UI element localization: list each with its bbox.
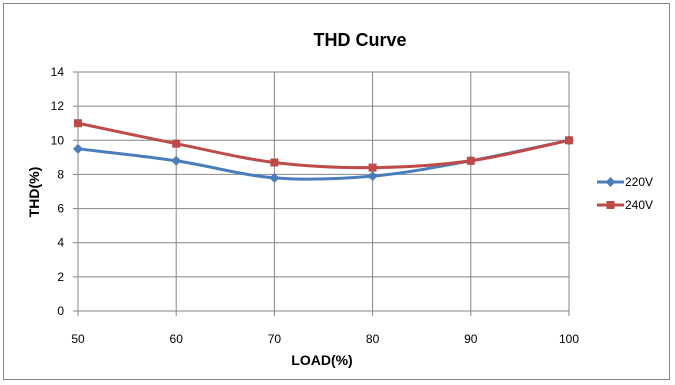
- series-line-220v: [77, 138, 570, 181]
- series-group: [73, 119, 574, 183]
- legend-item-240v: 240V: [597, 198, 653, 212]
- data-point-240v: [270, 158, 279, 167]
- legend: 220V 240V: [597, 175, 653, 212]
- y-tick-label: 8: [57, 167, 64, 181]
- y-tick-label: 2: [57, 270, 64, 284]
- x-tick-label: 100: [559, 332, 579, 346]
- series-line-240v: [77, 121, 570, 170]
- x-tick-label: 50: [71, 332, 85, 346]
- x-axis-title: LOAD(%): [291, 352, 352, 368]
- grid: [77, 71, 570, 312]
- data-point-220v: [171, 155, 182, 166]
- legend-item-220v: 220V: [597, 175, 653, 189]
- y-tick-label: 0: [57, 304, 64, 318]
- legend-label: 240V: [625, 198, 653, 212]
- data-point-240v: [565, 136, 573, 145]
- axes: 0 2 4 6 8 10 12 14 50 60 70 80 90 100: [51, 65, 580, 346]
- data-point-240v: [368, 163, 377, 172]
- data-point-240v: [74, 119, 82, 128]
- x-tick-label: 90: [464, 332, 478, 346]
- legend-label: 220V: [625, 175, 653, 189]
- x-tick-label: 60: [170, 332, 184, 346]
- series-220v: [73, 135, 574, 183]
- y-axis-title: THD(%): [26, 167, 42, 218]
- data-point-220v: [73, 143, 83, 154]
- series-240v: [74, 119, 573, 172]
- chart-title: THD Curve: [313, 30, 406, 50]
- y-tick-label: 12: [51, 99, 65, 113]
- data-point-220v: [367, 171, 378, 182]
- x-tick-label: 70: [268, 332, 282, 346]
- data-point-240v: [172, 139, 181, 148]
- data-point-220v: [269, 172, 280, 183]
- legend-swatch-marker: [605, 177, 616, 187]
- y-tick-label: 6: [57, 202, 64, 216]
- x-tick-label: 80: [366, 332, 380, 346]
- y-tick-label: 4: [57, 236, 64, 250]
- chart-frame: [3, 3, 670, 380]
- legend-swatch-marker: [606, 201, 615, 209]
- data-point-240v: [466, 156, 475, 165]
- y-tick-label: 14: [51, 65, 65, 79]
- y-tick-label: 10: [51, 133, 65, 147]
